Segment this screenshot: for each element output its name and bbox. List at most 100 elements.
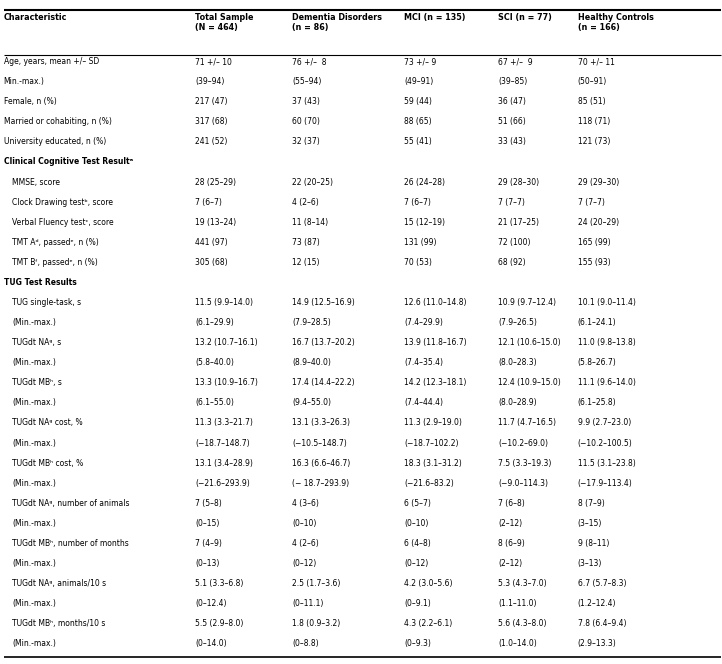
Text: (−21.6–83.2): (−21.6–83.2) <box>404 479 454 487</box>
Text: 60 (70): 60 (70) <box>292 118 321 126</box>
Text: MMSE, score: MMSE, score <box>12 177 60 187</box>
Text: (0–12): (0–12) <box>292 559 317 568</box>
Text: (0–14.0): (0–14.0) <box>195 639 227 648</box>
Text: (−9.0–114.3): (−9.0–114.3) <box>498 479 548 487</box>
Text: 7 (6–7): 7 (6–7) <box>195 198 222 207</box>
Text: Female, n (%): Female, n (%) <box>4 97 56 106</box>
Text: 8 (7–9): 8 (7–9) <box>578 499 604 508</box>
Text: 72 (100): 72 (100) <box>498 238 531 247</box>
Text: (3–13): (3–13) <box>578 559 602 568</box>
Text: (2–12): (2–12) <box>498 519 522 528</box>
Text: 29 (29–30): 29 (29–30) <box>578 177 619 187</box>
Text: (Min.-max.): (Min.-max.) <box>12 639 56 648</box>
Text: 11.0 (9.8–13.8): 11.0 (9.8–13.8) <box>578 338 635 347</box>
Text: (1.2–12.4): (1.2–12.4) <box>578 599 616 608</box>
Text: 165 (99): 165 (99) <box>578 238 610 247</box>
Text: 11.7 (4.7–16.5): 11.7 (4.7–16.5) <box>498 418 556 428</box>
Text: Dementia Disorders
(n = 86): Dementia Disorders (n = 86) <box>292 13 383 32</box>
Text: (6.1–24.1): (6.1–24.1) <box>578 318 616 327</box>
Text: (Min.-max.): (Min.-max.) <box>12 438 56 448</box>
Text: 5.5 (2.9–8.0): 5.5 (2.9–8.0) <box>195 620 243 628</box>
Text: (6.1–55.0): (6.1–55.0) <box>195 398 234 408</box>
Text: (7.9–26.5): (7.9–26.5) <box>498 318 537 327</box>
Text: 37 (43): 37 (43) <box>292 97 321 106</box>
Text: 70 +/– 11: 70 +/– 11 <box>578 57 614 66</box>
Text: 6 (5–7): 6 (5–7) <box>404 499 431 508</box>
Text: TUGdt NAᵍ cost, %: TUGdt NAᵍ cost, % <box>12 418 83 428</box>
Text: (0–15): (0–15) <box>195 519 219 528</box>
Text: (Min.-max.): (Min.-max.) <box>12 559 56 568</box>
Text: (7.9–28.5): (7.9–28.5) <box>292 318 331 327</box>
Text: 131 (99): 131 (99) <box>404 238 437 247</box>
Text: 24 (20–29): 24 (20–29) <box>578 218 619 226</box>
Text: 13.2 (10.7–16.1): 13.2 (10.7–16.1) <box>195 338 258 347</box>
Text: 51 (66): 51 (66) <box>498 118 526 126</box>
Text: 76 +/–  8: 76 +/– 8 <box>292 57 327 66</box>
Text: MCI (n = 135): MCI (n = 135) <box>404 13 466 22</box>
Text: 55 (41): 55 (41) <box>404 137 432 146</box>
Text: (1.0–14.0): (1.0–14.0) <box>498 639 537 648</box>
Text: 6.7 (5.7–8.3): 6.7 (5.7–8.3) <box>578 579 626 588</box>
Text: TMT Bᶠ, passedᵉ, n (%): TMT Bᶠ, passedᵉ, n (%) <box>12 258 98 267</box>
Text: 71 +/– 10: 71 +/– 10 <box>195 57 232 66</box>
Text: 73 +/– 9: 73 +/– 9 <box>404 57 437 66</box>
Text: 11.5 (3.1–23.8): 11.5 (3.1–23.8) <box>578 459 635 467</box>
Text: 11.5 (9.9–14.0): 11.5 (9.9–14.0) <box>195 298 253 307</box>
Text: Verbal Fluency testᶜ, score: Verbal Fluency testᶜ, score <box>12 218 114 226</box>
Text: 12.4 (10.9–15.0): 12.4 (10.9–15.0) <box>498 378 561 387</box>
Text: (−10.2–100.5): (−10.2–100.5) <box>578 438 632 448</box>
Text: TUGdt NAᵍ, number of animals: TUGdt NAᵍ, number of animals <box>12 499 130 508</box>
Text: 17.4 (14.4–22.2): 17.4 (14.4–22.2) <box>292 378 355 387</box>
Text: Age, years, mean +/– SD: Age, years, mean +/– SD <box>4 57 99 66</box>
Text: (Min.-max.): (Min.-max.) <box>12 359 56 367</box>
Text: 13.9 (11.8–16.7): 13.9 (11.8–16.7) <box>404 338 467 347</box>
Text: (3–15): (3–15) <box>578 519 602 528</box>
Text: TUGdt MBʰ, s: TUGdt MBʰ, s <box>12 378 62 387</box>
Text: 28 (25–29): 28 (25–29) <box>195 177 236 187</box>
Text: 13.3 (10.9–16.7): 13.3 (10.9–16.7) <box>195 378 258 387</box>
Text: TUGdt MBʰ cost, %: TUGdt MBʰ cost, % <box>12 459 84 467</box>
Text: 7 (6–8): 7 (6–8) <box>498 499 525 508</box>
Text: 10.1 (9.0–11.4): 10.1 (9.0–11.4) <box>578 298 635 307</box>
Text: 7 (7–7): 7 (7–7) <box>578 198 604 207</box>
Text: 305 (68): 305 (68) <box>195 258 227 267</box>
Text: Characteristic: Characteristic <box>4 13 67 22</box>
Text: 16.7 (13.7–20.2): 16.7 (13.7–20.2) <box>292 338 355 347</box>
Text: 11.1 (9.6–14.0): 11.1 (9.6–14.0) <box>578 378 635 387</box>
Text: 11.3 (2.9–19.0): 11.3 (2.9–19.0) <box>404 418 462 428</box>
Text: 14.2 (12.3–18.1): 14.2 (12.3–18.1) <box>404 378 466 387</box>
Text: 68 (92): 68 (92) <box>498 258 526 267</box>
Text: 118 (71): 118 (71) <box>578 118 610 126</box>
Text: (0–9.3): (0–9.3) <box>404 639 431 648</box>
Text: 59 (44): 59 (44) <box>404 97 432 106</box>
Text: TUGdt MBʰ, number of months: TUGdt MBʰ, number of months <box>12 539 129 548</box>
Text: 67 +/–  9: 67 +/– 9 <box>498 57 533 66</box>
Text: 85 (51): 85 (51) <box>578 97 605 106</box>
Text: 88 (65): 88 (65) <box>404 118 432 126</box>
Text: (2.9–13.3): (2.9–13.3) <box>578 639 617 648</box>
Text: 9 (8–11): 9 (8–11) <box>578 539 609 548</box>
Text: 441 (97): 441 (97) <box>195 238 227 247</box>
Text: 21 (17–25): 21 (17–25) <box>498 218 539 226</box>
Text: 22 (20–25): 22 (20–25) <box>292 177 334 187</box>
Text: 12.1 (10.6–15.0): 12.1 (10.6–15.0) <box>498 338 561 347</box>
Text: 8 (6–9): 8 (6–9) <box>498 539 525 548</box>
Text: (7.4–29.9): (7.4–29.9) <box>404 318 443 327</box>
Text: Total Sample
(N = 464): Total Sample (N = 464) <box>195 13 253 32</box>
Text: 15 (12–19): 15 (12–19) <box>404 218 445 226</box>
Text: 12 (15): 12 (15) <box>292 258 320 267</box>
Text: (1.1–11.0): (1.1–11.0) <box>498 599 536 608</box>
Text: 7.5 (3.3–19.3): 7.5 (3.3–19.3) <box>498 459 552 467</box>
Text: (Min.-max.): (Min.-max.) <box>12 398 56 408</box>
Text: (8.0–28.9): (8.0–28.9) <box>498 398 536 408</box>
Text: SCI (n = 77): SCI (n = 77) <box>498 13 552 22</box>
Text: (5.8–26.7): (5.8–26.7) <box>578 359 617 367</box>
Text: (0–10): (0–10) <box>292 519 317 528</box>
Text: 2.5 (1.7–3.6): 2.5 (1.7–3.6) <box>292 579 341 588</box>
Text: (−17.9–113.4): (−17.9–113.4) <box>578 479 632 487</box>
Text: Clinical Cognitive Test Resultᵃ: Clinical Cognitive Test Resultᵃ <box>4 157 133 167</box>
Text: (9.4–55.0): (9.4–55.0) <box>292 398 331 408</box>
Text: (0–11.1): (0–11.1) <box>292 599 323 608</box>
Text: 6 (4–8): 6 (4–8) <box>404 539 431 548</box>
Text: (0–13): (0–13) <box>195 559 219 568</box>
